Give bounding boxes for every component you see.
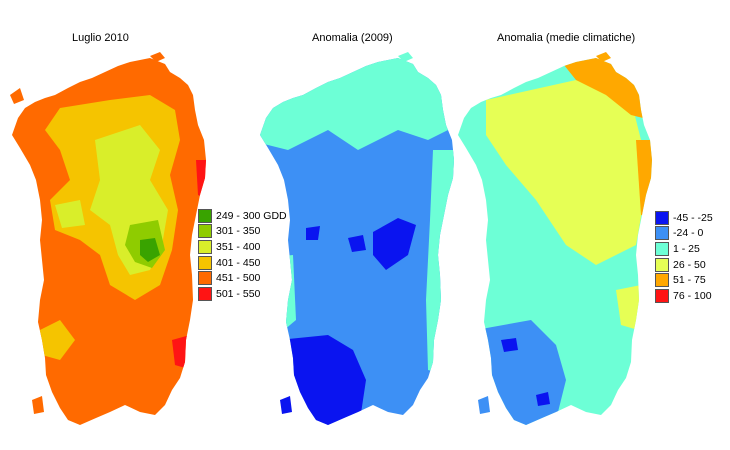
legend-label: 1 - 25 xyxy=(673,242,700,255)
map-2009-island-sw xyxy=(280,396,292,414)
legend-swatch xyxy=(198,271,212,286)
map-2009-zone-center xyxy=(348,235,366,252)
map-medie-zone-minus45-minus25-south xyxy=(536,392,550,406)
legend-item: 401 - 450 xyxy=(198,255,287,271)
map-luglio-zone-249-300 xyxy=(140,238,160,262)
legend-item: 26 - 50 xyxy=(655,257,713,273)
legend-label: -45 - -25 xyxy=(673,211,713,224)
map-medie-island-north xyxy=(596,52,611,62)
map-luglio-island-west xyxy=(10,88,24,104)
legend-anomalia: -45 - -25 -24 - 0 1 - 25 26 - 50 51 - 75 76 -… xyxy=(655,210,713,304)
legend-label: 401 - 450 xyxy=(216,256,261,269)
legend-item: 76 - 100 xyxy=(655,288,713,304)
legend-label: 249 - 300 GDD xyxy=(216,209,287,222)
map-luglio-zone-351-400-west xyxy=(55,200,85,228)
legend-item: 51 - 75 xyxy=(655,272,713,288)
legend-item: 351 - 400 xyxy=(198,239,287,255)
legend-label: 76 - 100 xyxy=(673,289,712,302)
map-anomalia-medie xyxy=(458,52,652,425)
legend-label: 51 - 75 xyxy=(673,274,706,287)
legend-swatch xyxy=(655,257,669,272)
map-2009-zone-center-east xyxy=(373,218,416,270)
legend-swatch xyxy=(198,239,212,254)
map-medie-zone-51-75-east xyxy=(636,140,652,220)
map-medie-zone-26-50 xyxy=(486,80,646,265)
legend-item: 451 - 500 xyxy=(198,270,287,286)
legend-item: 501 - 550 xyxy=(198,286,287,302)
legend-label: 451 - 500 xyxy=(216,272,261,285)
legend-item: 1 - 25 xyxy=(655,241,713,257)
legend-label: 301 - 350 xyxy=(216,225,261,238)
map-luglio-island-sw xyxy=(32,396,44,414)
map-2009-zone-west xyxy=(306,226,320,240)
legend-swatch xyxy=(655,273,669,288)
legend-item: -24 - 0 xyxy=(655,226,713,242)
map-luglio-zone-501-550-east xyxy=(196,160,206,200)
legend-swatch xyxy=(198,224,212,239)
legend-swatch xyxy=(198,208,212,223)
legend-item: 249 - 300 GDD xyxy=(198,208,287,224)
map-medie-zone-minus45-minus25 xyxy=(501,338,518,352)
legend-swatch xyxy=(655,226,669,241)
legend-item: -45 - -25 xyxy=(655,210,713,226)
map-medie-island-sw xyxy=(478,396,490,414)
map-medie-zone-26-50-east xyxy=(616,285,641,330)
panel-title-anomalia-2009: Anomalia (2009) xyxy=(312,32,393,44)
legend-label: 351 - 400 xyxy=(216,240,261,253)
legend-label: 501 - 550 xyxy=(216,287,261,300)
map-luglio-zone-401-450-south xyxy=(40,320,75,360)
legend-luglio-2010: 249 - 300 GDD 301 - 350 351 - 400 401 - 450… xyxy=(198,208,287,302)
map-2009-zone-east-coast xyxy=(426,150,454,380)
map-luglio-island-north xyxy=(150,52,165,62)
legend-label: -24 - 0 xyxy=(673,227,704,240)
legend-swatch xyxy=(198,255,212,270)
map-2009-island-north xyxy=(398,52,413,62)
legend-label: 26 - 50 xyxy=(673,258,706,271)
legend-swatch xyxy=(655,288,669,303)
legend-swatch xyxy=(655,210,669,225)
panel-title-luglio-2010: Luglio 2010 xyxy=(72,32,129,44)
legend-item: 301 - 350 xyxy=(198,224,287,240)
map-luglio-zone-501-550-southeast xyxy=(172,335,192,370)
legend-swatch xyxy=(198,286,212,301)
map-2009-zone-north xyxy=(260,58,454,150)
panel-title-anomalia-medie: Anomalia (medie climatiche) xyxy=(497,32,636,44)
legend-swatch xyxy=(655,241,669,256)
map-luglio-2010 xyxy=(10,52,206,425)
